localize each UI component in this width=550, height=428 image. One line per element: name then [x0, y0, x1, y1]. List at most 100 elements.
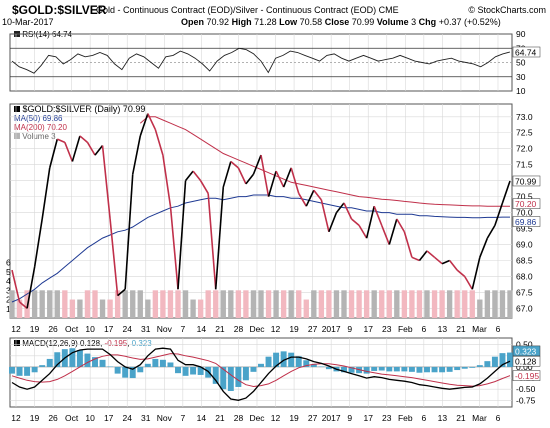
price-segment	[199, 180, 209, 194]
volume-bar	[92, 290, 98, 318]
chart-description: Gold - Continuous Contract (EOD)/Silver …	[96, 5, 399, 15]
price-y-tick-label: 67.0	[516, 303, 533, 313]
volume-bar	[114, 290, 121, 318]
macd-hist-last-value-label-box	[512, 345, 541, 357]
price-segment	[320, 199, 330, 232]
price-legend: $GOLD:$SILVER (Daily) 70.99 MA(50) 69.86…	[14, 105, 145, 141]
macd-histogram-bar	[356, 366, 363, 374]
macd-histogram-bar	[242, 366, 249, 381]
high-label: High	[231, 17, 252, 27]
volume-bar	[243, 290, 249, 318]
price-x-tick-label: Oct	[65, 324, 79, 334]
price-x-tick-label: 28	[234, 324, 244, 334]
volume-bar	[213, 290, 219, 318]
price-x-tick-label: 17	[363, 324, 373, 334]
price-x-tick-label: 12	[11, 324, 21, 334]
chg-label: Chg	[418, 17, 437, 27]
rsi-y-tick-label: 50	[516, 58, 526, 68]
volume-bar	[228, 290, 234, 318]
volume-bar	[235, 290, 242, 318]
macd-legend-name: MACD(12,26,9)	[22, 339, 78, 348]
price-x-tick-label: 26	[48, 324, 58, 334]
volume-y-tick-label: 2	[6, 295, 11, 305]
macd-histogram-bar	[212, 366, 219, 384]
volume-bar	[62, 290, 68, 318]
macd-histogram-bar	[54, 352, 61, 367]
macd-x-tick-label: 31	[141, 413, 151, 423]
volume-bar	[484, 290, 491, 318]
price-segment	[19, 301, 28, 310]
macd-histogram-bar	[84, 353, 91, 367]
macd-histogram-bar	[288, 352, 295, 367]
volume-bar	[16, 299, 23, 318]
price-y-tick-label: 70.5	[516, 192, 533, 202]
price-segment	[162, 154, 172, 207]
open-label: Open	[181, 17, 205, 27]
price-segment	[252, 154, 262, 175]
low-label: Low	[279, 17, 298, 27]
volume-bar	[107, 299, 113, 318]
volume-bar	[265, 290, 272, 318]
macd-histogram-bar	[439, 366, 446, 373]
macd-x-tick-label: 12	[11, 413, 21, 423]
macd-histogram-bar	[491, 356, 498, 367]
brand-label[interactable]: © StockCharts.com	[468, 5, 546, 15]
rsi-last-value-label: 64.74	[515, 47, 537, 57]
volume-bar	[431, 290, 438, 318]
price-segment	[501, 180, 511, 204]
price-y-tick-label: 68.5	[516, 256, 533, 266]
price-segment	[456, 269, 466, 278]
macd-x-tick-label: 28	[234, 413, 244, 423]
price-segment	[380, 225, 391, 245]
volume-y-tick-label: 1	[6, 304, 11, 314]
volume-bar	[167, 290, 174, 318]
ma50-line	[11, 194, 510, 303]
macd-histogram-bar	[99, 359, 106, 367]
macd-x-tick-label: Nov	[157, 413, 173, 423]
volume-bar	[363, 290, 370, 318]
price-segment	[109, 218, 119, 296]
price-segment	[464, 276, 473, 290]
rsi-y-tick-label: 10	[516, 86, 526, 96]
price-segment	[33, 218, 43, 268]
price-segment	[192, 170, 202, 182]
volume-bar	[288, 290, 294, 318]
ma50-last-value-label-box	[512, 216, 541, 227]
rsi-y-tick-label: 30	[516, 72, 526, 82]
macd-histogram-bar	[167, 362, 174, 367]
price-x-tick-label: 23	[382, 324, 392, 334]
volume-bar	[197, 299, 204, 318]
price-legend-row: $GOLD:$SILVER (Daily) 70.99	[14, 105, 145, 114]
price-x-tick-label: 2017	[322, 324, 341, 334]
price-segment	[207, 193, 217, 290]
price-segment	[222, 161, 232, 188]
volume-bar	[175, 290, 181, 318]
volume-bar	[446, 290, 453, 318]
volume-bar	[54, 290, 60, 318]
price-last-value-label-box	[512, 175, 541, 187]
macd-x-tick-label: 21	[215, 413, 225, 423]
volume-bar	[205, 290, 211, 318]
price-segment	[358, 224, 368, 239]
macd-histogram-bar	[393, 366, 400, 372]
macd-histogram-bar	[152, 358, 159, 367]
macd-x-tick-label: Oct	[65, 413, 79, 423]
macd-histogram-bar	[16, 366, 23, 376]
rsi-y-tick-label: 90	[516, 29, 526, 39]
rsi-legend: RSI(14) 64.74	[14, 30, 72, 39]
price-x-tick-label: Nov	[157, 324, 173, 334]
price-segment	[214, 186, 225, 290]
volume-bar	[9, 290, 15, 318]
price-segment	[411, 256, 420, 262]
volume-bar	[401, 290, 408, 318]
macd-histogram-bar	[144, 363, 151, 367]
price-x-tick-label: 6	[496, 324, 501, 334]
volume-bar	[454, 290, 460, 318]
close-label: Close	[324, 17, 350, 27]
rsi-panel-frame	[9, 33, 513, 92]
volume-legend-swatch	[14, 133, 20, 139]
volume-y-tick-label: 3	[6, 285, 11, 295]
volume-bar	[341, 290, 347, 318]
macd-histogram-bar	[424, 366, 430, 373]
